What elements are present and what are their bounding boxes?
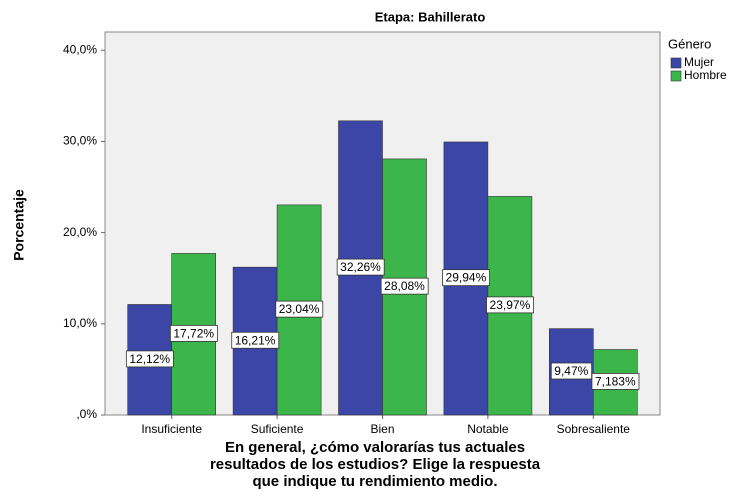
y-tick-label: 40,0% xyxy=(63,42,97,56)
x-tick-label: Notable xyxy=(467,422,509,436)
value-label: 17,72% xyxy=(173,326,214,340)
value-label: 23,04% xyxy=(279,302,320,316)
x-axis-label: En general, ¿cómo valorarías tus actuale… xyxy=(225,439,525,456)
value-label-box xyxy=(486,296,534,314)
x-tick-label: Bien xyxy=(370,422,394,436)
value-label-box xyxy=(591,373,640,390)
value-label-box xyxy=(380,277,429,295)
legend-label: Mujer xyxy=(684,55,714,69)
y-tick-label: 20,0% xyxy=(63,225,97,239)
legend-label: Hombre xyxy=(684,68,727,82)
value-label-box xyxy=(125,350,174,368)
value-label: 16,21% xyxy=(235,333,276,347)
legend-title: Género xyxy=(668,36,711,51)
value-label: 29,94% xyxy=(446,271,487,285)
value-label: 12,12% xyxy=(129,352,170,366)
value-label-box xyxy=(231,331,280,349)
x-tick-label: Insuficiente xyxy=(141,422,202,436)
x-axis-label: resultados de los estudios? Elige la res… xyxy=(210,456,541,473)
legend-swatch xyxy=(670,57,682,69)
chart-title: Etapa: Bahillerato xyxy=(375,9,486,24)
value-label: 7,183% xyxy=(595,374,636,388)
value-label: 32,26% xyxy=(340,260,381,274)
x-axis-label: que indique tu rendimiento medio. xyxy=(252,473,497,490)
value-label-box xyxy=(550,362,593,380)
value-label: 23,97% xyxy=(490,298,531,312)
x-tick-label: Sobresaliente xyxy=(557,422,631,436)
x-tick-label: Suficiente xyxy=(251,422,304,436)
legend-swatch xyxy=(670,70,682,82)
value-label-box xyxy=(169,324,218,342)
y-axis-label: Porcentaje xyxy=(11,189,27,261)
value-label: 9,47% xyxy=(554,364,588,378)
y-tick-label: 30,0% xyxy=(63,134,97,148)
y-tick-label: 10,0% xyxy=(63,316,97,330)
value-label-box xyxy=(442,269,490,287)
value-label: 28,08% xyxy=(384,279,425,293)
value-label-box xyxy=(275,300,324,318)
value-label-box xyxy=(336,258,385,276)
y-tick-label: ,0% xyxy=(76,407,97,421)
